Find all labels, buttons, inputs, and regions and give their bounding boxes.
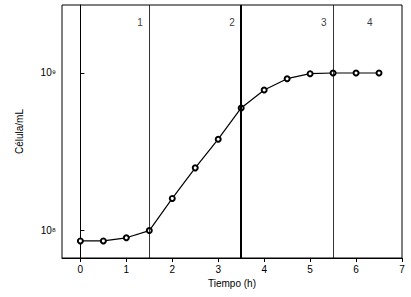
svg-text:1: 1 (124, 264, 130, 275)
svg-text:3: 3 (215, 264, 221, 275)
svg-text:4: 4 (261, 264, 267, 275)
svg-text:0: 0 (78, 264, 84, 275)
svg-text:Célula/mL: Célula/mL (14, 109, 25, 154)
svg-text:Tiempo (h): Tiempo (h) (208, 278, 256, 289)
svg-text:6: 6 (353, 264, 359, 275)
svg-text:10⁹: 10⁹ (41, 67, 56, 78)
svg-text:10⁸: 10⁸ (41, 225, 56, 236)
svg-text:1: 1 (137, 17, 143, 28)
svg-text:7: 7 (399, 264, 405, 275)
svg-text:2: 2 (229, 17, 235, 28)
svg-text:4: 4 (367, 17, 373, 28)
svg-text:5: 5 (307, 264, 313, 275)
svg-text:2: 2 (169, 264, 175, 275)
svg-text:3: 3 (321, 17, 327, 28)
